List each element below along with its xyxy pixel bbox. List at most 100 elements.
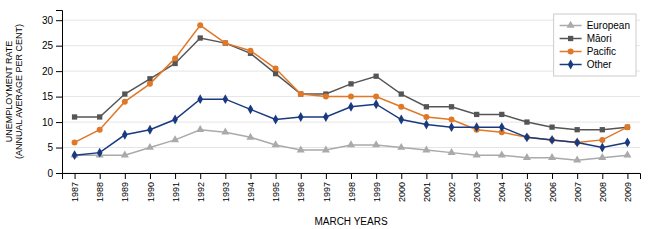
tick-label: 2002 [447, 182, 457, 202]
legend-label: Pacific [587, 46, 616, 57]
legend-item: Māori [560, 33, 612, 44]
tick-mark [502, 173, 503, 179]
legend-item: Other [560, 59, 613, 70]
tick-mark [276, 173, 277, 179]
tick: 25 [42, 40, 62, 51]
tick-label: 2007 [573, 182, 583, 202]
tick: 2003 [472, 173, 482, 202]
tick-label: 15 [42, 91, 54, 102]
tick-label: 25 [42, 40, 54, 51]
marker [222, 40, 228, 46]
marker [373, 74, 378, 79]
marker [197, 94, 203, 104]
tick: 2007 [573, 173, 583, 202]
tick: 10 [42, 117, 62, 128]
series-group [71, 22, 632, 162]
series-line [75, 38, 628, 130]
tick-mark [577, 173, 578, 179]
marker [172, 61, 177, 66]
marker [72, 139, 78, 145]
marker [398, 104, 404, 110]
tick: 1991 [171, 173, 181, 202]
legend-marker [568, 36, 573, 41]
marker [499, 122, 505, 132]
marker [147, 81, 153, 87]
marker [322, 145, 330, 152]
tick-mark [56, 20, 62, 21]
tick-label: 1989 [120, 182, 130, 202]
marker [623, 151, 631, 158]
tick-mark [150, 173, 151, 179]
tick-mark [477, 173, 478, 179]
tick: 1992 [196, 173, 206, 202]
tick-mark [426, 173, 427, 179]
marker [97, 148, 103, 158]
marker [449, 122, 455, 132]
marker [449, 104, 454, 109]
marker [347, 140, 355, 147]
tick: 1993 [221, 173, 231, 202]
tick-mark [527, 173, 528, 179]
marker [523, 153, 531, 160]
marker [246, 133, 254, 140]
marker [599, 137, 605, 143]
tick-label: 2001 [422, 182, 432, 202]
tick-label: 2008 [598, 182, 608, 202]
tick: 5 [47, 142, 62, 153]
marker [499, 112, 504, 117]
marker [97, 127, 103, 133]
tick-mark [200, 173, 201, 179]
y-axis: 051015202530 [42, 11, 63, 179]
tick: 1999 [372, 173, 382, 202]
tick-mark [225, 173, 226, 179]
marker [171, 135, 179, 142]
tick-label: 1997 [322, 182, 332, 202]
tick: 1998 [347, 173, 357, 202]
tick-label: 5 [47, 142, 53, 153]
tick-mark [250, 173, 251, 179]
marker [348, 81, 353, 86]
legend: EuropeanMāoriPacificOther [554, 14, 636, 76]
tick-label: 1995 [271, 182, 281, 202]
marker [298, 91, 303, 96]
marker [323, 94, 329, 100]
marker [221, 128, 229, 135]
marker [474, 112, 479, 117]
marker [524, 119, 529, 124]
grid-line [62, 122, 640, 123]
tick-mark [175, 173, 176, 179]
marker [424, 104, 429, 109]
tick-mark [552, 173, 553, 179]
marker [372, 140, 380, 147]
marker [524, 132, 530, 142]
marker [147, 76, 152, 81]
marker [373, 99, 379, 109]
x-axis: 1987198819891990199119921993199419951996… [63, 173, 641, 202]
tick-label: 1990 [146, 182, 156, 202]
marker [548, 153, 556, 160]
tick-label: 0 [47, 168, 53, 179]
tick-label: 2003 [472, 182, 482, 202]
marker [247, 48, 253, 54]
tick: 2009 [623, 173, 633, 202]
tick-mark [627, 173, 628, 179]
marker [549, 135, 555, 145]
tick: 1988 [95, 173, 105, 202]
marker [97, 114, 102, 119]
tick-mark [56, 122, 62, 123]
marker [146, 143, 154, 150]
marker [348, 102, 354, 112]
tick: 1997 [322, 173, 332, 202]
marker [498, 151, 506, 158]
tick-label: 1994 [246, 182, 256, 202]
tick: 20 [42, 66, 62, 77]
tick-label: 1999 [372, 182, 382, 202]
marker [323, 112, 329, 122]
marker [625, 125, 630, 130]
marker [574, 138, 580, 148]
marker [122, 91, 127, 96]
tick-mark [401, 173, 402, 179]
legend-marker [567, 21, 575, 28]
tick: 1995 [271, 173, 281, 202]
marker [172, 55, 178, 61]
